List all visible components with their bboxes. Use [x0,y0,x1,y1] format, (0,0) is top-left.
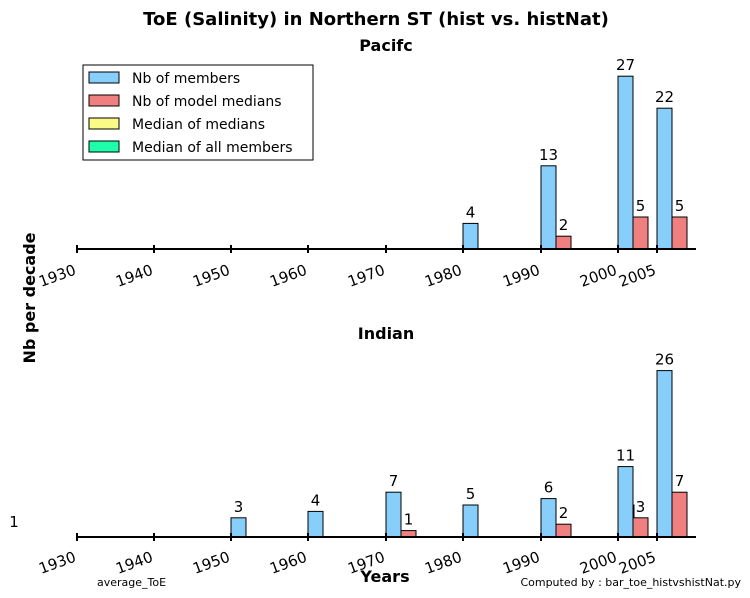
panel-title: Indian [358,324,414,343]
bar [462,222,479,250]
x-tick-label: 1960 [267,261,309,291]
legend-swatch [88,117,120,130]
legend-swatch [88,71,120,84]
y-axis-label: Nb per decade [20,232,39,363]
legend-label: Nb of members [132,71,240,87]
bar-value-label: 11 [616,447,635,465]
bar-value-label: 4 [466,203,476,221]
bar [656,370,673,538]
bar-value-label: 3 [234,498,244,516]
bar-value-label: 7 [389,472,399,490]
footer-left-label: average_ToE [97,576,166,589]
legend-swatch [88,94,120,107]
bar [462,504,479,538]
bar [540,498,557,538]
x-tick-label: 1960 [267,548,309,578]
bar [617,466,634,538]
x-tick-label: 2005 [616,548,658,578]
bar-value-label: 7 [675,472,685,490]
bar-value-label: 5 [675,197,685,215]
bar-value-label: 27 [616,56,635,74]
bar [555,523,572,538]
bar [307,510,324,538]
bar [671,491,688,538]
footer-right-label: Computed by : bar_toe_histvshistNat.py [520,576,741,589]
legend-swatch [88,140,120,153]
bar-value-label: 1 [404,511,414,529]
bar [656,107,673,250]
chart-title: ToE (Salinity) in Northern ST (hist vs. … [143,9,609,30]
x-axis-label: Years [359,567,409,586]
bar [540,165,557,250]
x-tick-label: 2000 [577,548,619,578]
bar-value-label: 4 [311,491,321,509]
bar-value-label: 26 [655,351,674,369]
x-tick-label: 2000 [577,261,619,291]
legend-box [82,64,314,161]
bar-value-label: 2 [559,216,569,234]
legend-label: Median of all members [132,140,293,156]
bar-value-label: 5 [636,197,646,215]
panel-title: Pacifc [359,36,413,55]
x-tick-label: 1930 [36,548,78,578]
bar-value-label: 6 [544,479,554,497]
x-tick-label: 1940 [113,261,155,291]
bar [671,216,688,250]
legend-label: Median of medians [132,117,265,133]
x-tick-label: 1940 [113,548,155,578]
side-number-label: 1 [9,513,19,531]
x-tick-label: 1930 [36,261,78,291]
bar [632,517,649,538]
x-tick-label: 1950 [190,548,232,578]
x-tick-label: 1970 [345,261,387,291]
x-tick-label: 1980 [422,261,464,291]
x-tick-label: 1980 [422,548,464,578]
bar-value-label: 22 [655,88,674,106]
bar [617,75,634,250]
bar-value-label: 13 [539,146,558,164]
legend-label: Nb of model medians [132,94,282,110]
bar-value-label: 5 [466,485,476,503]
legend: Nb of members Nb of model medians Median o… [82,64,314,161]
bar-value-label: 2 [559,504,569,522]
bar [230,517,247,538]
bar [632,216,649,250]
x-tick-label: 1990 [500,548,542,578]
x-tick-label: 1990 [500,261,542,291]
bar [385,491,402,538]
x-tick-label: 2005 [616,261,658,291]
bar [555,235,572,250]
x-tick-label: 1950 [190,261,232,291]
bar-value-label: 3 [636,498,646,516]
